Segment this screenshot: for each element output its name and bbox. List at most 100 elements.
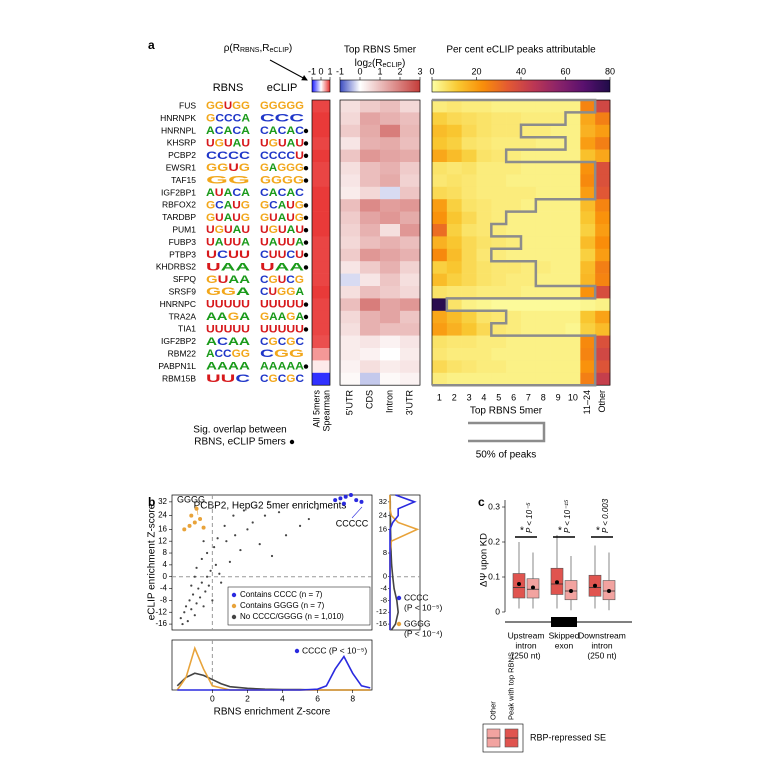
plot-frame: [171, 494, 373, 631]
heatmap-cell: [380, 100, 401, 113]
heatmap-cell: [550, 335, 566, 349]
heatmap-cell: [521, 310, 537, 324]
scatter-point: [291, 504, 295, 507]
scatter-point: [188, 599, 191, 602]
heatmap-cell: [380, 298, 401, 312]
footnote-dot: [289, 439, 295, 445]
heatmap-cell: [506, 199, 522, 212]
sequence-logo: AAAAA: [260, 361, 304, 373]
rbp-name: RBM15B: [162, 373, 196, 383]
heatmap-cell: [461, 248, 477, 262]
heatmap-cell: [521, 199, 537, 212]
heatmap-cell: [400, 360, 421, 374]
scatter-point: [192, 520, 197, 525]
heatmap-cell: [400, 112, 421, 126]
legend-label: Peak with top RBNS: [506, 652, 515, 720]
heatmap-cell: [521, 298, 537, 312]
heatmap-cell: [446, 298, 462, 312]
heatmap-cell: [595, 137, 611, 150]
legend-marker: [231, 614, 237, 620]
heatmap-cell: [550, 323, 566, 336]
y-tick-label: 16: [158, 524, 167, 533]
heatmap-cell: [476, 137, 492, 150]
legend-label: No CCCC/GGGG (n = 1,010): [240, 612, 344, 621]
heatmap-cell: [432, 112, 448, 126]
heatmap-cell: [491, 310, 507, 324]
mean-dot: [607, 589, 611, 593]
legend-frame: [482, 723, 524, 753]
scatter-point: [202, 605, 205, 608]
y-tick-label: -8: [160, 596, 168, 605]
heatmap-cell: [400, 174, 421, 188]
heatmap-cell: [550, 348, 566, 361]
heatmap-cell: [312, 149, 330, 163]
colorbar-tick-label: 3: [417, 66, 422, 76]
heatmap-cell: [506, 112, 522, 126]
scatter-point: [223, 524, 226, 528]
heatmap-cell: [580, 124, 596, 138]
heatmap-cell: [491, 149, 507, 163]
heatmap-cell: [535, 224, 551, 237]
heatmap-cell: [535, 236, 551, 250]
heatmap-cell: [565, 186, 581, 200]
heatmap-cell: [506, 310, 522, 324]
heatmap-cell: [506, 211, 522, 225]
heatmap-cell: [550, 224, 566, 237]
mean-dot: [555, 580, 559, 585]
heatmap-cell: [461, 112, 477, 126]
scatter-point: [187, 523, 192, 528]
heatmap-cell: [400, 372, 421, 386]
heatmap-cell: [446, 174, 462, 188]
sequence-logo: CACAC: [260, 187, 304, 199]
rbp-name: IGF2BP2: [161, 336, 196, 346]
heatmap-cell: [380, 323, 401, 336]
heatmap-cell: [535, 174, 551, 188]
category-label: Downstream: [578, 630, 626, 640]
heatmap-cell: [580, 236, 596, 250]
density-line: [389, 494, 417, 630]
legend-marker: [231, 592, 237, 598]
rbp-name: RBM22: [168, 348, 197, 358]
p-value: P < 10⁻¹⁵: [563, 499, 572, 533]
heatmap-cell: [595, 273, 611, 287]
scatter-point: [228, 560, 231, 564]
heatmap-cell: [506, 124, 522, 138]
column-label: 5: [496, 392, 501, 402]
heatmap-cell: [340, 137, 361, 150]
heatmap-cell: [476, 211, 492, 225]
heatmap-cell: [400, 348, 421, 361]
y-tick-label: 0: [163, 572, 168, 581]
rbp-name: SFPQ: [173, 274, 197, 284]
heatmap-cell: [461, 100, 477, 113]
subscript: eCLIP: [383, 62, 403, 69]
sequence-logo: CUGGA: [260, 286, 304, 298]
colorbar-tick-label: 2: [397, 66, 402, 76]
rbp-name: RBFOX2: [162, 200, 196, 210]
heatmap-cell: [312, 236, 330, 250]
scatter-point: [246, 528, 249, 531]
heatmap-cell: [446, 149, 462, 163]
sequence-logo: UUUUU: [206, 323, 250, 335]
heatmap-cell: [312, 100, 330, 113]
heatmap-cell: [506, 149, 522, 163]
heatmap-cell: [461, 199, 477, 212]
x-tick-label: 8: [350, 693, 355, 703]
sig-overlap-dot: [303, 327, 309, 332]
heatmap-cell: [312, 273, 330, 287]
sequence-logo: GCAUG: [206, 199, 250, 211]
heatmap-cell: [580, 199, 596, 212]
heatmap-cell: [446, 261, 462, 274]
heatmap-cell: [595, 298, 611, 312]
rbp-name: TRA2A: [169, 311, 197, 321]
y-tick-label: 4: [163, 560, 168, 569]
category-label: Skipped: [549, 630, 580, 640]
heatmap-cell: [476, 310, 492, 324]
heatmap-cell: [446, 323, 462, 336]
text-part: (R: [372, 58, 383, 69]
heatmap-cell: [461, 186, 477, 200]
heatmap-cell: [446, 335, 462, 349]
rbp-name: HNRNPL: [161, 125, 196, 135]
heatmap-cell: [535, 310, 551, 324]
x-axis-label: RBNS enrichment Z-score: [214, 707, 331, 718]
